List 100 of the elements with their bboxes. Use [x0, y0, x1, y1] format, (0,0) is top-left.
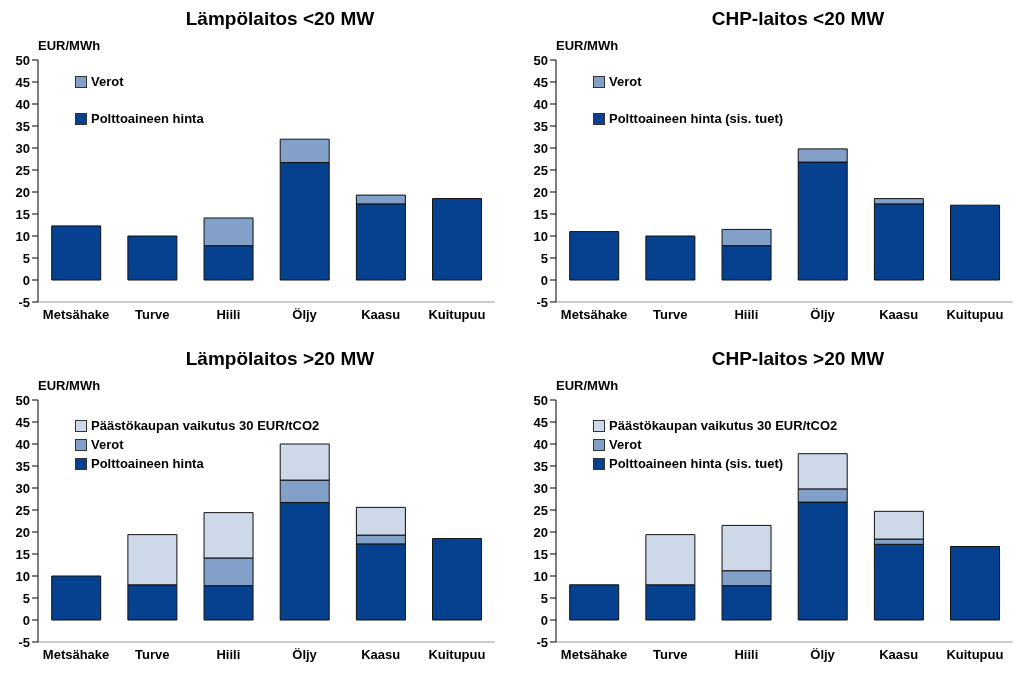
y-tick-label: 30 — [533, 480, 548, 496]
x-tick-label: Metsähake — [42, 307, 110, 323]
x-tick-label: Öljy — [292, 647, 318, 663]
y-tick-label: 35 — [15, 458, 30, 474]
bar — [569, 231, 620, 281]
y-tick-label: 45 — [533, 74, 548, 90]
x-tick-label: Öljy — [810, 307, 836, 323]
y-tick-label: 0 — [22, 272, 30, 288]
x-tick-label: Öljy — [292, 307, 318, 323]
y-tick-label: 45 — [15, 74, 30, 90]
y-tick-label: 20 — [15, 184, 30, 200]
legend-label: Polttoaineen hinta — [91, 456, 204, 471]
y-tick-label: 45 — [533, 414, 548, 430]
y-tick-label: 15 — [533, 546, 548, 562]
y-tick-label: 50 — [15, 392, 30, 408]
y-tick-label: -5 — [18, 294, 30, 310]
y-tick-label: 10 — [15, 568, 30, 584]
y-tick-label: 10 — [533, 228, 548, 244]
y-tick-label: -5 — [18, 634, 30, 650]
x-tick-label: Metsähake — [560, 647, 628, 663]
x-tick-label: Metsähake — [42, 647, 110, 663]
y-tick-label: -5 — [536, 634, 548, 650]
y-axis-title: EUR/MWh — [38, 378, 101, 393]
x-tick-label: Kuitupuu — [946, 647, 1004, 663]
bar — [950, 546, 1001, 621]
y-tick-label: 20 — [533, 524, 548, 540]
y-tick-label: 10 — [15, 228, 30, 244]
y-tick-label: 25 — [15, 502, 30, 518]
y-axis-title: EUR/MWh — [38, 38, 101, 53]
y-tick-label: 0 — [540, 272, 548, 288]
x-tick-label: Turve — [135, 307, 170, 323]
x-tick-label: Kaasu — [879, 647, 919, 663]
y-axis-title: EUR/MWh — [556, 378, 619, 393]
y-tick-label: 15 — [533, 206, 548, 222]
y-tick-label: 50 — [15, 52, 30, 68]
y-tick-label: 25 — [15, 162, 30, 178]
x-tick-label: Kaasu — [361, 647, 401, 663]
y-tick-label: 30 — [15, 480, 30, 496]
x-tick-label: Hiili — [734, 307, 759, 323]
x-tick-label: Turve — [135, 647, 170, 663]
legend-label: Päästökaupan vaikutus 30 EUR/tCO2 — [91, 418, 320, 433]
legend-label: Päästökaupan vaikutus 30 EUR/tCO2 — [609, 418, 838, 433]
legend-label: Verot — [91, 437, 124, 452]
y-tick-label: 35 — [15, 118, 30, 134]
y-tick-label: 15 — [15, 206, 30, 222]
y-tick-label: 25 — [533, 502, 548, 518]
y-tick-label: 40 — [533, 436, 548, 452]
bar — [873, 543, 924, 621]
y-tick-label: 50 — [533, 392, 548, 408]
x-tick-label: Hiili — [734, 647, 759, 663]
y-tick-label: 40 — [533, 96, 548, 112]
y-tick-label: 20 — [15, 524, 30, 540]
y-tick-label: 0 — [22, 612, 30, 628]
bar — [569, 584, 620, 621]
chart-title: Lämpölaitos <20 MW — [184, 8, 376, 30]
x-tick-label: Hiili — [216, 307, 241, 323]
y-tick-label: 50 — [533, 52, 548, 68]
y-tick-label: 10 — [533, 568, 548, 584]
y-tick-label: -5 — [536, 294, 548, 310]
legend-label: Verot — [609, 74, 642, 89]
x-tick-label: Kaasu — [361, 307, 401, 323]
y-tick-label: 0 — [540, 612, 548, 628]
x-tick-label: Öljy — [810, 647, 836, 663]
x-tick-label: Kuitupuu — [946, 307, 1004, 323]
bar — [51, 575, 102, 621]
legend-label: Verot — [91, 74, 124, 89]
y-tick-label: 5 — [540, 250, 548, 266]
bar — [432, 198, 483, 281]
bar — [950, 204, 1001, 281]
bar — [432, 538, 483, 621]
legend-label: Polttoaineen hinta (sis. tuet) — [609, 111, 784, 126]
y-tick-label: 35 — [533, 458, 548, 474]
y-tick-label: 30 — [15, 140, 30, 156]
y-tick-label: 15 — [15, 546, 30, 562]
legend-label: Polttoaineen hinta — [91, 111, 204, 126]
y-tick-label: 40 — [15, 96, 30, 112]
chart-title: Lämpölaitos >20 MW — [184, 348, 376, 370]
bar — [645, 235, 696, 281]
chart-title: CHP-laitos >20 MW — [710, 348, 886, 370]
y-tick-label: 5 — [22, 590, 30, 606]
bar — [51, 225, 102, 281]
y-tick-label: 25 — [533, 162, 548, 178]
y-tick-label: 40 — [15, 436, 30, 452]
x-tick-label: Hiili — [216, 647, 241, 663]
x-tick-label: Turve — [653, 647, 688, 663]
y-tick-label: 45 — [15, 414, 30, 430]
chart-title: CHP-laitos <20 MW — [710, 8, 886, 30]
x-tick-label: Metsähake — [560, 307, 628, 323]
y-axis-title: EUR/MWh — [556, 38, 619, 53]
x-tick-label: Kaasu — [879, 307, 919, 323]
y-tick-label: 5 — [540, 590, 548, 606]
bar — [127, 235, 178, 281]
y-tick-label: 5 — [22, 250, 30, 266]
legend-label: Polttoaineen hinta (sis. tuet) — [609, 456, 784, 471]
x-tick-label: Turve — [653, 307, 688, 323]
y-tick-label: 20 — [533, 184, 548, 200]
y-tick-label: 35 — [533, 118, 548, 134]
y-tick-label: 30 — [533, 140, 548, 156]
x-tick-label: Kuitupuu — [428, 307, 486, 323]
legend-label: Verot — [609, 437, 642, 452]
